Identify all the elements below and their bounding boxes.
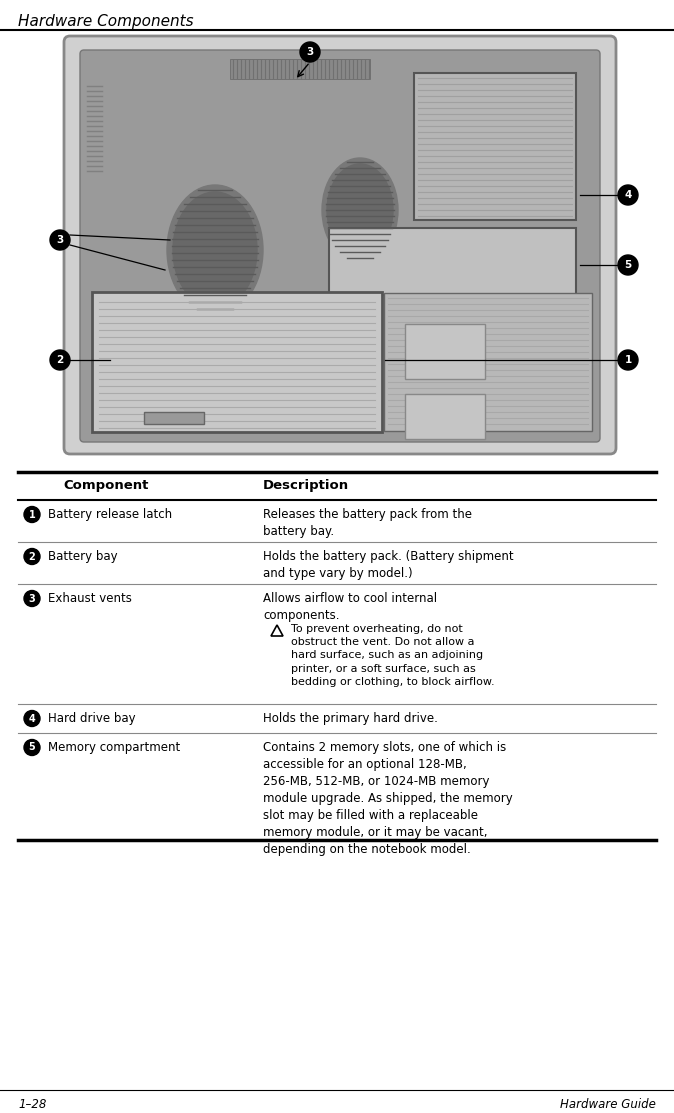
Circle shape bbox=[50, 349, 70, 370]
Circle shape bbox=[24, 591, 40, 607]
Text: 5: 5 bbox=[624, 260, 632, 270]
Text: Battery bay: Battery bay bbox=[48, 550, 118, 563]
Text: Allows airflow to cool internal
components.: Allows airflow to cool internal componen… bbox=[263, 592, 437, 622]
Text: Exhaust vents: Exhaust vents bbox=[48, 592, 132, 605]
Circle shape bbox=[618, 255, 638, 275]
Ellipse shape bbox=[173, 193, 257, 308]
Circle shape bbox=[24, 549, 40, 564]
Text: 3: 3 bbox=[28, 593, 35, 603]
Ellipse shape bbox=[322, 158, 398, 262]
Text: 1: 1 bbox=[624, 355, 632, 365]
Text: 1–28: 1–28 bbox=[18, 1099, 47, 1111]
Text: Description: Description bbox=[263, 480, 349, 492]
Text: Hard drive bay: Hard drive bay bbox=[48, 712, 135, 725]
Text: To prevent overheating, do not
obstruct the vent. Do not allow a
hard surface, s: To prevent overheating, do not obstruct … bbox=[291, 624, 495, 687]
FancyBboxPatch shape bbox=[329, 228, 576, 295]
Text: 4: 4 bbox=[624, 190, 632, 200]
Ellipse shape bbox=[327, 164, 393, 256]
Text: Hardware Components: Hardware Components bbox=[18, 14, 193, 29]
Text: Component: Component bbox=[63, 480, 148, 492]
Circle shape bbox=[24, 506, 40, 522]
Ellipse shape bbox=[167, 185, 263, 315]
Text: 4: 4 bbox=[28, 713, 35, 723]
Text: Holds the battery pack. (Battery shipment
and type vary by model.): Holds the battery pack. (Battery shipmen… bbox=[263, 550, 514, 580]
Circle shape bbox=[50, 230, 70, 250]
Circle shape bbox=[24, 710, 40, 727]
Text: Holds the primary hard drive.: Holds the primary hard drive. bbox=[263, 712, 438, 725]
Text: Hardware Guide: Hardware Guide bbox=[560, 1099, 656, 1111]
FancyBboxPatch shape bbox=[80, 50, 600, 442]
Bar bbox=[405, 324, 485, 380]
FancyBboxPatch shape bbox=[414, 73, 576, 220]
FancyBboxPatch shape bbox=[64, 36, 616, 454]
Text: 1: 1 bbox=[28, 510, 35, 520]
FancyBboxPatch shape bbox=[384, 293, 592, 431]
Text: Memory compartment: Memory compartment bbox=[48, 741, 180, 754]
Text: 2: 2 bbox=[28, 552, 35, 561]
FancyBboxPatch shape bbox=[92, 292, 382, 432]
Text: 3: 3 bbox=[57, 235, 63, 245]
Circle shape bbox=[618, 185, 638, 205]
Text: 5: 5 bbox=[28, 742, 35, 752]
Bar bbox=[230, 59, 370, 79]
Bar bbox=[144, 412, 204, 424]
Circle shape bbox=[300, 42, 320, 62]
Circle shape bbox=[618, 349, 638, 370]
Polygon shape bbox=[271, 626, 283, 636]
Circle shape bbox=[24, 739, 40, 756]
Text: Battery release latch: Battery release latch bbox=[48, 508, 172, 521]
Text: 2: 2 bbox=[57, 355, 63, 365]
Text: Contains 2 memory slots, one of which is
accessible for an optional 128-MB,
256-: Contains 2 memory slots, one of which is… bbox=[263, 741, 513, 856]
Text: 3: 3 bbox=[307, 47, 313, 57]
Bar bbox=[405, 394, 485, 439]
Text: Releases the battery pack from the
battery bay.: Releases the battery pack from the batte… bbox=[263, 508, 472, 538]
